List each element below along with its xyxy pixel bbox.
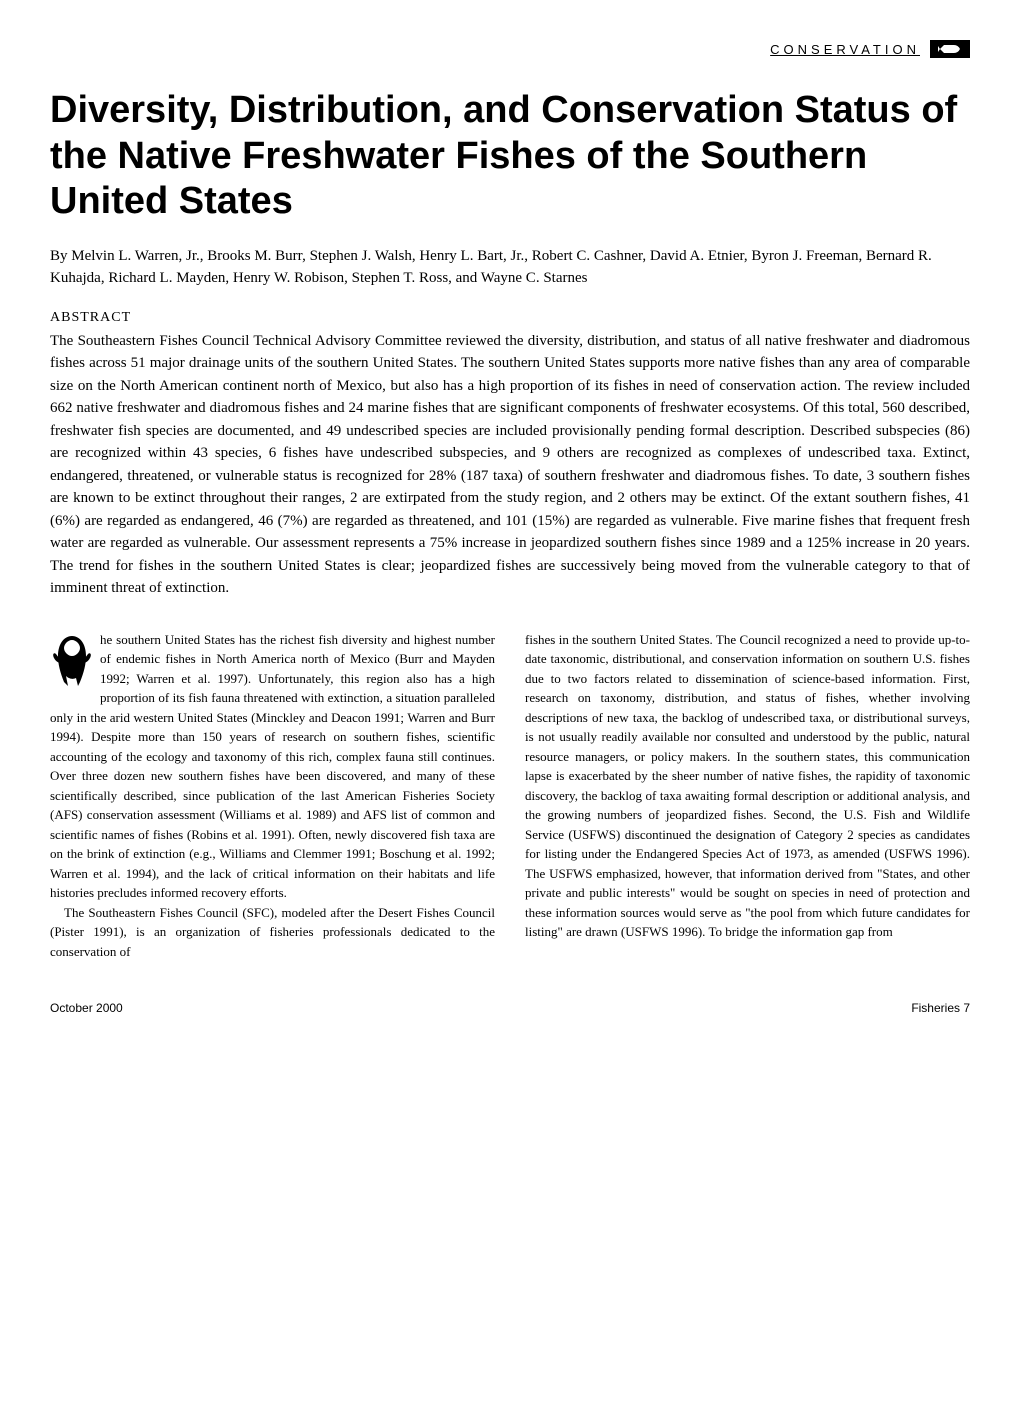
dropcap-icon — [50, 634, 94, 692]
authors-line: By Melvin L. Warren, Jr., Brooks M. Burr… — [50, 245, 970, 290]
footer-date: October 2000 — [50, 1001, 123, 1015]
body-columns: he southern United States has the riches… — [50, 630, 970, 962]
section-label: CONSERVATION — [770, 42, 920, 57]
column-right: fishes in the southern United States. Th… — [525, 630, 970, 962]
abstract-text: The Southeastern Fishes Council Technica… — [50, 330, 970, 600]
page-footer: October 2000 Fisheries 7 — [50, 1001, 970, 1015]
abstract-section: ABSTRACT The Southeastern Fishes Council… — [50, 310, 970, 600]
body-text-1: he southern United States has the riches… — [50, 632, 495, 901]
body-para-3: fishes in the southern United States. Th… — [525, 630, 970, 942]
body-para-1: he southern United States has the riches… — [50, 630, 495, 903]
article-title: Diversity, Distribution, and Conservatio… — [50, 88, 970, 225]
abstract-heading: ABSTRACT — [50, 310, 970, 326]
fish-icon — [930, 40, 970, 58]
body-para-2: The Southeastern Fishes Council (SFC), m… — [50, 903, 495, 962]
column-left: he southern United States has the riches… — [50, 630, 495, 962]
header-bar: CONSERVATION — [50, 40, 970, 58]
footer-page: Fisheries 7 — [911, 1001, 970, 1015]
